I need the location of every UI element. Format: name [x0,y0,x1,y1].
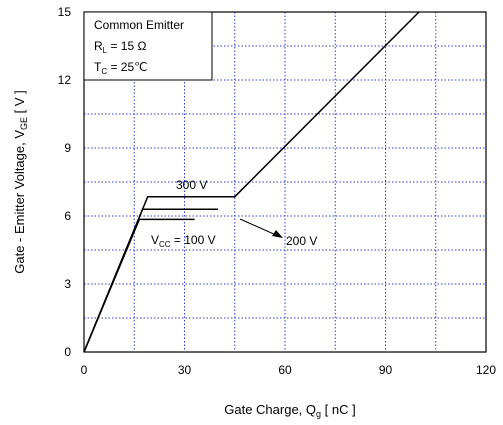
y-tick-label: 0 [64,345,71,359]
rl-condition: RL = 15 Ω [94,39,146,55]
y-tick-label: 15 [58,5,72,19]
tc-condition: TC = 25℃ [94,60,148,76]
y-tick-label: 12 [58,73,72,87]
y-tick-label: 3 [64,277,71,291]
conditions-box: Common Emitter RL = 15 Ω TC = 25℃ [83,11,213,81]
x-axis-label: Gate Charge, Qg [ nC ] [224,402,355,419]
conditions-title: Common Emitter [94,18,184,32]
annotation-300v: 300 V [176,178,207,192]
x-tick-label: 30 [178,363,192,377]
tick-labels: 0 30 60 90 120 0 3 6 9 12 15 [58,5,497,377]
series-line-100v [83,218,195,353]
annotation-arrow-head [272,230,283,238]
annotation-vcc-100v: VCC = 100 V [151,233,216,249]
x-tick-label: 90 [379,363,393,377]
annotation-arrow-line [239,218,277,236]
series-group [83,11,420,353]
plot-border [83,11,487,353]
y-tick-label: 6 [64,209,71,223]
x-tick-label: 120 [476,363,496,377]
y-tick-label: 9 [64,141,71,155]
annotation-200v: 200 V [286,234,317,248]
x-tick-label: 60 [278,363,292,377]
x-tick-label: 0 [81,363,88,377]
y-axis-label: Gate - Emitter Voltage, VGE [ V ] [12,90,29,274]
